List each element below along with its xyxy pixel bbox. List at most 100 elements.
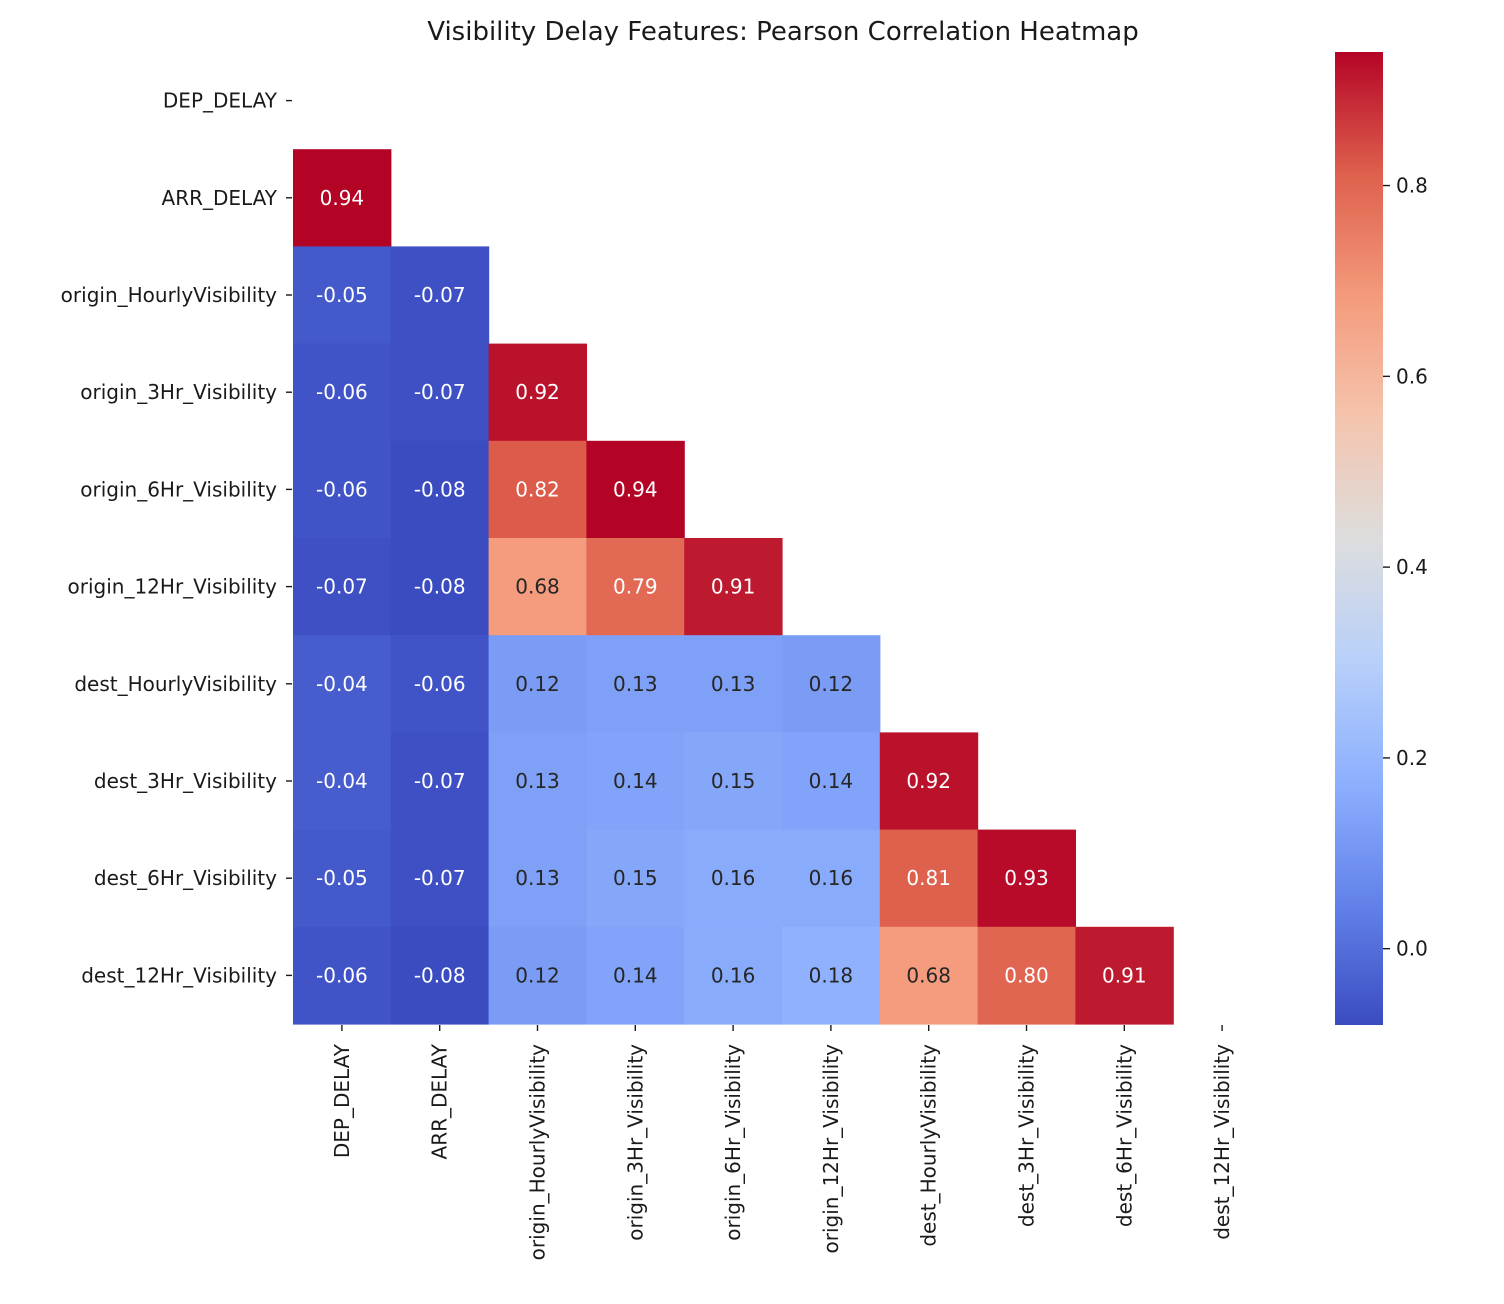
cell-value-label: -0.07 [414,380,466,404]
cell-value-label: -0.05 [316,283,368,307]
cell-value-label: -0.08 [414,963,466,987]
heatmap-cell [586,926,685,1025]
cell-value-label: 0.16 [711,866,756,890]
heatmap-cell [977,829,1076,928]
cell-value-label: 0.93 [1004,866,1049,890]
colorbar-tick-label: 0.4 [1396,555,1428,579]
cell-value-label: 0.14 [809,769,854,793]
heatmap-cell [684,829,783,928]
y-tick-label: dest_12Hr_Visibility [81,963,277,987]
heatmap-cell [390,829,490,928]
heatmap-cell [879,829,979,928]
heatmap-cell [977,926,1076,1025]
y-tick-label: ARR_DELAY [162,186,278,210]
y-tick-label: origin_12Hr_Visibility [68,575,278,599]
cell-value-label: -0.07 [316,575,368,599]
cell-value-label: 0.68 [906,963,951,987]
heatmap-cell [390,732,490,831]
cell-value-label: 0.94 [613,477,658,501]
cell-value-label: -0.08 [414,575,466,599]
cell-value-label: -0.07 [414,283,466,307]
heatmap-cell [293,829,392,928]
heatmap-cell [1075,926,1174,1025]
colorbar-tick-label: 0.2 [1396,746,1428,770]
colorbar-tick-label: 0.0 [1396,937,1428,961]
cell-value-label: 0.14 [613,769,658,793]
x-tick-label: dest_HourlyVisibility [917,1044,941,1247]
heatmap-cells: 0.94 -0.05 -0.07 -0.06 -0.07 0.92 -0.06 -0.08 0.… [293,149,1174,1025]
heatmap-cell [586,732,685,831]
heatmap-cell [586,538,685,636]
heatmap-cell [488,829,587,928]
colorbar-tick-label: 0.8 [1396,174,1428,198]
x-tick-label: origin_3Hr_Visibility [623,1044,647,1241]
x-tick-label: DEP_DELAY [330,1043,354,1158]
heatmap-cell [782,829,881,928]
heatmap-cell [293,149,392,247]
cell-value-label: 0.81 [906,866,951,890]
heatmap-cell [586,829,685,928]
y-axis: DEP_DELAY ARR_DELAY origin_HourlyVisibilit… [61,89,292,987]
heatmap-cell [390,246,490,345]
cell-value-label: 0.15 [613,866,658,890]
heatmap-cell [879,926,979,1025]
cell-value-label: 0.13 [613,672,658,696]
cell-value-label: 0.91 [1102,963,1147,987]
cell-value-label: 0.12 [515,672,560,696]
heatmap-cell [879,732,979,831]
cell-value-label: -0.04 [316,769,368,793]
heatmap-cell [488,440,587,539]
heatmap-cell [293,635,392,733]
cell-value-label: 0.92 [515,380,560,404]
cell-value-label: -0.06 [316,963,368,987]
cell-value-label: 0.12 [515,963,560,987]
heatmap-cell [293,538,392,636]
y-tick-label: dest_6Hr_Visibility [94,866,277,890]
heatmap-cell [293,343,392,442]
cell-value-label: 0.13 [515,866,560,890]
heatmap-cell [390,538,490,636]
y-tick-label: dest_3Hr_Visibility [94,769,277,793]
heatmap-cell [684,732,783,831]
heatmap-cell [390,440,490,539]
heatmap-cell [684,538,783,636]
cell-value-label: 0.15 [711,769,756,793]
x-axis: DEP_DELAY ARR_DELAY origin_HourlyVisibilit… [330,1025,1234,1260]
x-tick-label: origin_HourlyVisibility [526,1044,550,1260]
cell-value-label: 0.16 [809,866,854,890]
colorbar: 0.0 0.2 0.4 0.6 0.8 [1335,52,1428,1025]
heatmap-cell [488,926,587,1025]
heatmap-cell [684,635,783,733]
heatmap-cell [782,926,881,1025]
x-tick-label: dest_6Hr_Visibility [1112,1044,1136,1227]
y-tick-label: DEP_DELAY [163,89,278,113]
cell-value-label: -0.08 [414,477,466,501]
cell-value-label: -0.07 [414,866,466,890]
heatmap-cell [782,732,881,831]
heatmap-cell [488,732,587,831]
cell-value-label: 0.94 [320,186,365,210]
cell-value-label: 0.13 [711,672,756,696]
heatmap-cell [488,343,587,442]
colorbar-gradient [1335,52,1383,1025]
cell-value-label: 0.14 [613,963,658,987]
y-tick-label: dest_HourlyVisibility [74,672,277,696]
x-tick-label: dest_12Hr_Visibility [1210,1044,1234,1240]
cell-value-label: 0.79 [613,575,658,599]
heatmap-cell [293,246,392,345]
heatmap-cell [293,732,392,831]
y-tick-label: origin_HourlyVisibility [61,283,277,307]
heatmap-cell [586,635,685,733]
cell-value-label: -0.06 [316,380,368,404]
cell-value-label: -0.06 [316,477,368,501]
cell-value-label: -0.07 [414,769,466,793]
heatmap-cell [488,538,587,636]
y-tick-label: origin_3Hr_Visibility [80,380,277,404]
heatmap-cell [390,343,490,442]
x-tick-label: origin_6Hr_Visibility [721,1044,745,1241]
heatmap-cell [390,926,490,1025]
cell-value-label: 0.91 [711,575,756,599]
cell-value-label: 0.80 [1004,963,1049,987]
x-tick-label: ARR_DELAY [428,1043,452,1159]
